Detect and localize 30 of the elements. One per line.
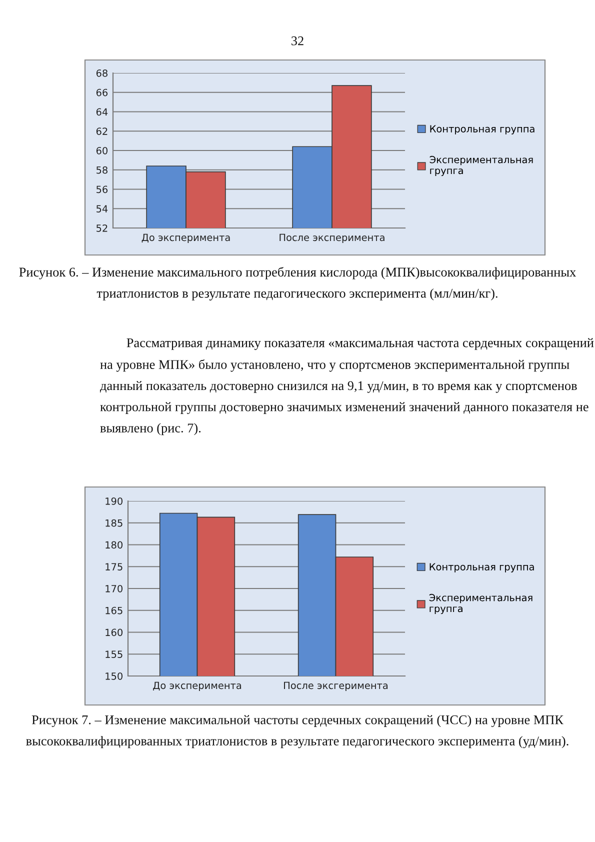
- x-tick-label: До эксперимента: [142, 234, 230, 243]
- legend-label: Контрольная группа: [430, 563, 534, 572]
- legend-label: Экспериментальная групга: [430, 156, 533, 176]
- y-tick-label: 60: [96, 146, 108, 154]
- y-tick-label: 155: [106, 650, 122, 658]
- y-tick-label: 170: [106, 584, 122, 592]
- text: Рассматривая динамику показателя «максимальная частота сердечных сокращений на уровне МПК» было установлено, что у спортсменов экспериментальной группы данный показатель достоверно снизился на 9,1 уд/мин, в то время как у спортсменов контрольной группы достоверно значимых изменений значений данного показателя не выявлено (рис. 7).: [100, 338, 594, 436]
- x-tick-label: После эксгеримента: [284, 682, 388, 691]
- y-tick-label: 52: [96, 224, 108, 232]
- y-tick-label: 66: [96, 88, 108, 96]
- y-tick-label: 175: [106, 563, 122, 570]
- y-tick-label: 190: [106, 497, 122, 505]
- y-tick-label: 68: [96, 69, 108, 77]
- y-tick-label: 58: [96, 166, 108, 174]
- x-tick-label: После эксперимента: [280, 234, 384, 243]
- y-tick-label: 64: [96, 108, 108, 116]
- y-tick-label: 62: [96, 128, 108, 135]
- legend-label: Контрольная группа: [430, 125, 534, 134]
- y-tick-label: 56: [96, 186, 108, 194]
- y-tick-label: 165: [106, 606, 122, 614]
- y-tick-label: 160: [106, 628, 122, 636]
- y-tick-label: 150: [106, 672, 122, 680]
- legend-label: Экспериментальная групга: [429, 594, 532, 614]
- y-tick-label: 185: [106, 519, 122, 527]
- text: 32: [292, 36, 304, 46]
- y-tick-label: 54: [96, 205, 108, 212]
- text: Рисунок 7. – Изменение максимальной частоты сердечных сокращений (ЧСС) на уровне МПК высококвалифицированных триатлонистов в результате педагогического эксперимента (уд/мин).: [26, 715, 568, 748]
- y-tick-label: 180: [106, 541, 122, 549]
- x-tick-label: До эксперимента: [153, 682, 242, 691]
- text: Рисунок 6. – Изменение максимального потребления кислорода (МПК)высококвалифицированных триатлонистов в результате педагогического эксперимента (мл/мин/кг).: [19, 267, 576, 300]
